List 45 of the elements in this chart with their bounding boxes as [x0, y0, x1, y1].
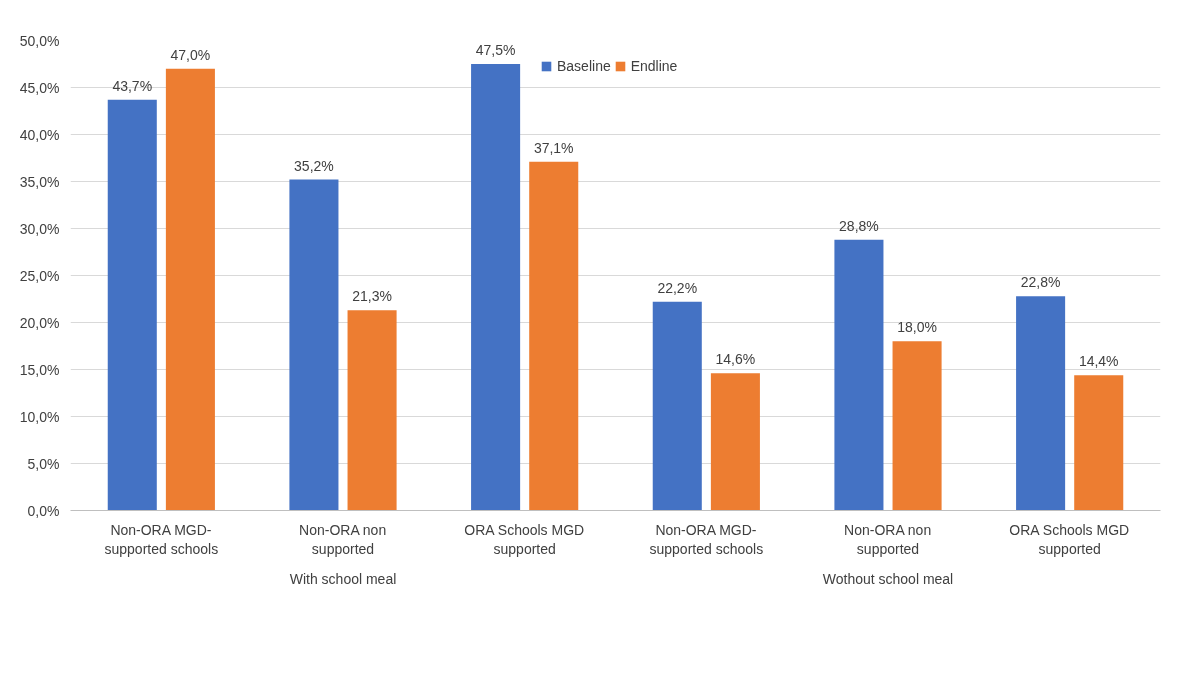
y-tick-label: 50,0%	[19, 32, 60, 49]
y-tick-label: 45,0%	[19, 79, 60, 96]
data-label: 35,2%	[294, 157, 334, 174]
data-label: 21,3%	[352, 288, 392, 305]
bar	[529, 161, 579, 511]
bar	[710, 373, 760, 511]
x-tick-label: Non-ORA MGD-supported schools	[649, 521, 764, 557]
data-label: 37,1%	[533, 139, 574, 156]
text: With school meal	[289, 570, 397, 587]
legend-label: Endline	[630, 58, 678, 74]
data-label: 14,4%	[1078, 353, 1119, 370]
bar	[289, 179, 339, 511]
bar	[107, 99, 157, 511]
data-label: 28,8%	[839, 217, 879, 234]
x-tick-label: Non-ORA MGD-supported schools	[104, 521, 219, 557]
data-label: 18,0%	[897, 319, 937, 336]
data-label: 22,8%	[1020, 274, 1061, 291]
y-tick-label: 15,0%	[19, 361, 60, 378]
bar	[1074, 375, 1124, 511]
x-tick-label: ORA Schools MGD supported	[1009, 521, 1130, 557]
y-tick-label: 25,0%	[19, 267, 60, 284]
x-tick-label: Non-ORA non supported	[844, 521, 932, 557]
bar	[652, 301, 702, 511]
bar	[165, 68, 215, 511]
data-label: 22,2%	[657, 279, 698, 296]
text: Wothout school meal	[822, 570, 954, 587]
data-label: 47,5%	[475, 42, 516, 58]
bar	[347, 310, 397, 511]
y-tick-label: 30,0%	[19, 220, 60, 237]
y-tick-label: 20,0%	[19, 314, 60, 331]
legend-label: Baseline	[557, 58, 611, 74]
y-tick-label: 40,0%	[19, 126, 60, 143]
x-tick-label: ORA Schools MGD supported	[464, 521, 585, 557]
x-tick-label: Non-ORA non supported	[299, 521, 387, 557]
y-tick-label: 35,0%	[19, 173, 60, 190]
y-tick-label: 10,0%	[19, 408, 60, 425]
bar	[1016, 296, 1066, 511]
data-label: 14,6%	[715, 351, 756, 368]
y-tick-label: 0,0%	[27, 502, 60, 519]
bar	[892, 341, 942, 511]
y-tick-label: 5,0%	[27, 455, 60, 472]
bar	[834, 239, 884, 511]
bar	[471, 64, 521, 511]
data-label: 43,7%	[112, 77, 153, 94]
data-label: 47,0%	[170, 46, 211, 63]
